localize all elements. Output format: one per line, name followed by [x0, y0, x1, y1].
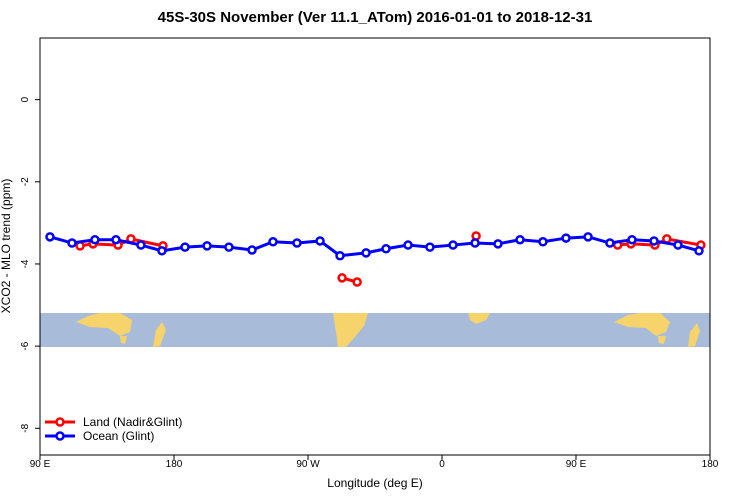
data-point — [268, 237, 278, 247]
legend-marker — [55, 417, 65, 427]
data-point — [538, 237, 548, 247]
map-band — [40, 313, 710, 347]
legend-marker — [55, 431, 65, 441]
x-tick-label: 90 E — [566, 459, 587, 470]
chart-title: 45S-30S November (Ver 11.1_ATom) 2016-01… — [158, 9, 593, 26]
data-point — [315, 236, 325, 246]
y-tick-label: -4 — [20, 259, 31, 268]
data-point — [561, 233, 571, 243]
data-point — [202, 241, 212, 251]
data-point — [352, 277, 362, 287]
data-point — [136, 240, 146, 250]
plot-frame — [39, 37, 711, 456]
x-tick-label: 0 — [439, 459, 445, 470]
data-point — [157, 246, 167, 256]
data-point — [403, 240, 413, 250]
data-point — [67, 238, 77, 248]
x-tick-label: 180 — [702, 459, 719, 470]
data-point — [361, 248, 371, 258]
data-point — [583, 232, 593, 242]
data-point — [224, 242, 234, 252]
legend-label: Land (Nadir&Glint) — [83, 415, 182, 429]
x-axis-label: Longitude (deg E) — [327, 476, 422, 490]
y-tick-label: -6 — [20, 341, 31, 350]
data-point — [292, 238, 302, 248]
data-point — [425, 242, 435, 252]
y-axis-label: XCO2 - MLO trend (ppm) — [0, 179, 13, 314]
data-point — [627, 234, 637, 245]
data-point — [448, 240, 458, 250]
data-point — [247, 245, 257, 255]
data-point — [337, 273, 347, 283]
data-point — [111, 234, 121, 245]
data-point — [694, 246, 704, 256]
x-tick-label: 90 W — [296, 459, 320, 470]
x-tick-label: 180 — [166, 459, 183, 470]
data-point — [515, 234, 525, 245]
y-tick-label: -2 — [20, 177, 31, 186]
data-point — [470, 238, 480, 248]
data-point — [673, 240, 683, 250]
x-tick-label: 90 E — [30, 459, 51, 470]
data-point — [90, 234, 100, 245]
data-point — [335, 250, 345, 261]
data-point — [605, 238, 615, 248]
series-line — [49, 235, 700, 258]
legend-label: Ocean (Glint) — [83, 429, 154, 443]
y-tick-label: 0 — [20, 96, 31, 102]
data-point — [493, 239, 503, 249]
y-tick-label: -8 — [20, 423, 31, 432]
data-point — [381, 244, 391, 254]
data-point — [45, 232, 55, 242]
data-point — [649, 236, 659, 246]
data-point — [180, 242, 190, 252]
